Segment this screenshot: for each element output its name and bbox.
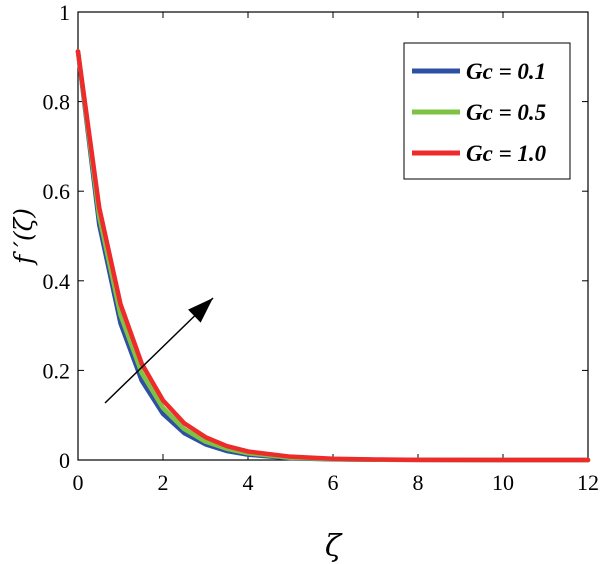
y-tick-label: 1 [59,0,70,25]
arrow-head [188,298,213,323]
y-tick-label: 0.6 [43,179,71,204]
x-tick-label: 10 [492,470,514,495]
x-tick-label: 12 [577,470,599,495]
axis-ticks: 0 2 4 6 8 10 12 0 0.2 0.4 0.6 0.8 1 [43,0,600,495]
legend-label: Gc = 0.5 [466,100,546,125]
series-line [75,49,591,463]
annotation-arrow [104,297,214,404]
legend-label: Gc = 1.0 [466,141,547,166]
x-tick-label: 0 [73,470,84,495]
y-tick-label: 0.4 [43,269,71,294]
series-lines [75,49,591,463]
y-tick-label: 0.8 [43,90,71,115]
x-tick-label: 4 [243,470,254,495]
y-tick-label: 0.2 [43,358,71,383]
y-tick-label: 0 [59,448,70,473]
y-axis-label: f ′(ζ) [9,208,38,266]
x-tick-label: 6 [328,470,339,495]
legend-label: Gc = 0.1 [466,59,546,84]
legend: Gc = 0.1 Gc = 0.5 Gc = 1.0 [403,42,571,180]
x-tick-label: 2 [158,470,169,495]
x-tick-label: 8 [413,470,424,495]
x-axis-label: ζ [325,529,343,564]
